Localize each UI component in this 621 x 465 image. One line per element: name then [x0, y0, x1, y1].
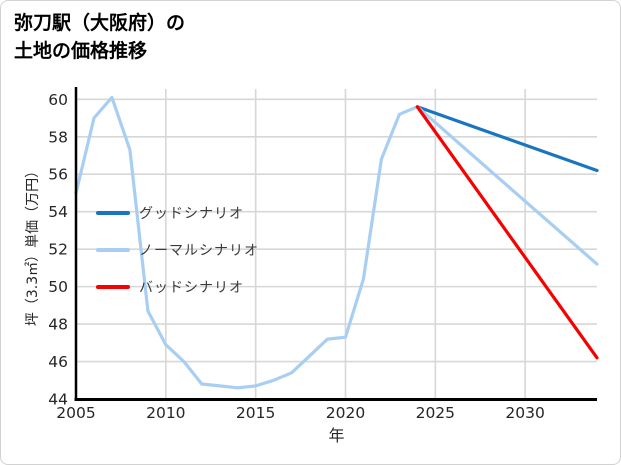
- good-scenario-line-swatch: [96, 210, 130, 215]
- x-tick-label: 2005: [56, 404, 95, 422]
- y-tick-label: 48: [48, 316, 68, 334]
- legend-label-normal: ノーマルシナリオ: [139, 242, 259, 259]
- legend-item-good: グッドシナリオ: [96, 194, 259, 231]
- y-tick-label: 46: [48, 353, 68, 371]
- legend-label-good: グッドシナリオ: [139, 205, 244, 222]
- y-tick-label: 54: [48, 203, 68, 221]
- x-tick-label: 2030: [505, 404, 544, 422]
- y-axis-label: 坪（3.3㎡）単価（万円）: [25, 163, 41, 327]
- y-tick-label: 56: [48, 166, 68, 184]
- chart-title: 弥刀駅（大阪府）の 土地の価格推移: [14, 9, 185, 65]
- series-line-history: [74, 95, 419, 390]
- y-tick-label: 60: [48, 91, 68, 109]
- x-tick-label: 2025: [416, 404, 455, 422]
- y-tick-label: 58: [48, 128, 68, 146]
- x-tick-label: 2010: [146, 404, 185, 422]
- x-axis-label: 年: [328, 426, 345, 445]
- chart-legend: グッドシナリオ ノーマルシナリオ バッドシナリオ: [96, 194, 259, 305]
- legend-label-bad: バッドシナリオ: [139, 279, 244, 296]
- chart-title-line1: 弥刀駅（大阪府）の: [14, 12, 186, 34]
- legend-item-bad: バッドシナリオ: [96, 268, 259, 305]
- x-tick-label: 2020: [326, 404, 365, 422]
- chart-title-line2: 土地の価格推移: [14, 40, 148, 62]
- x-tick-label: 2015: [236, 404, 275, 422]
- legend-item-normal: ノーマルシナリオ: [96, 231, 259, 268]
- series-line-バッドシナリオ: [415, 105, 599, 360]
- y-tick-label: 50: [48, 278, 68, 296]
- y-tick-label: 44: [48, 391, 68, 409]
- normal-scenario-line-swatch: [96, 247, 130, 252]
- series-line-グッドシナリオ: [415, 105, 599, 173]
- bad-scenario-line-swatch: [96, 284, 130, 289]
- series-line-ノーマルシナリオ: [415, 105, 599, 266]
- y-tick-label: 52: [48, 241, 68, 259]
